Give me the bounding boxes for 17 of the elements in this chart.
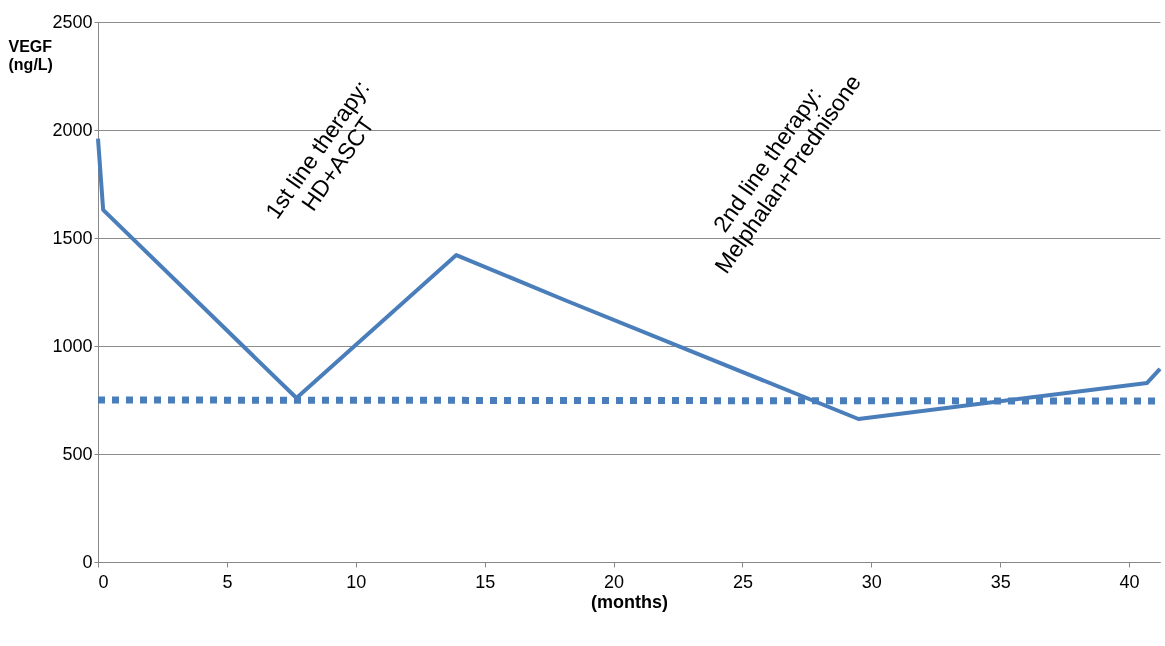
y-tick-label: 2500 <box>52 11 93 32</box>
y-tick-label: 0 <box>82 551 93 572</box>
x-tick-label: 10 <box>346 571 367 592</box>
x-tick-label: 20 <box>604 571 625 592</box>
x-tick-label: 0 <box>98 571 109 592</box>
x-tick-label: 5 <box>222 571 233 592</box>
x-tick-label: 15 <box>475 571 496 592</box>
x-tick-label: 30 <box>861 571 882 592</box>
x-axis-title: (months) <box>591 591 668 612</box>
x-tick-label: 40 <box>1119 571 1140 592</box>
y-tick-label: 1000 <box>52 335 93 356</box>
y-tick-label: 500 <box>62 443 93 464</box>
y-axis-title: VEGF (ng/L) <box>8 37 53 73</box>
x-tick-label: 25 <box>732 571 753 592</box>
y-tick-label: 1500 <box>52 227 93 248</box>
x-tick-label: 35 <box>990 571 1011 592</box>
y-tick-label: 2000 <box>52 119 93 140</box>
